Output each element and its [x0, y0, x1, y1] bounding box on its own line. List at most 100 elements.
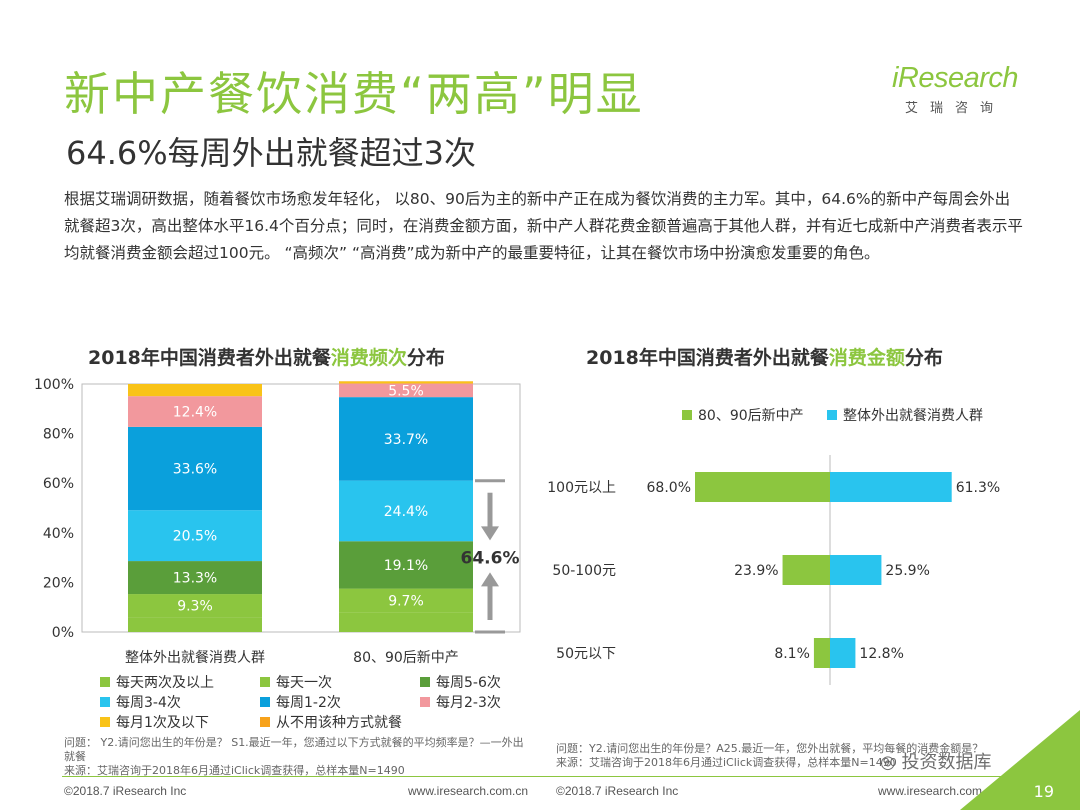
legend-label: 80、90后新中产	[698, 408, 804, 424]
legend-swatch	[100, 717, 110, 727]
frequency-stacked-bar-chart: 0% 20% 40% 60% 80% 100% 9.3% 13.3% 20.5% 33.6% 12.…	[34, 377, 521, 666]
bar-segment	[339, 397, 473, 481]
bar-value-label: 33.7%	[384, 432, 428, 448]
bar-segment	[128, 617, 262, 632]
legend-label: 整体外出就餐消费人群	[843, 408, 983, 424]
bar-value-label: 12.8%	[859, 646, 903, 662]
legend-item: 每月1次及以下	[100, 712, 209, 732]
bar-value-label: 33.6%	[173, 462, 217, 478]
bar-value-label: 9.7%	[388, 594, 424, 610]
left-title-prefix: 2018年中国消费者外出就餐	[88, 347, 331, 369]
legend-swatch	[260, 697, 270, 707]
legend-swatch	[100, 677, 110, 687]
bar-value-label: 23.9%	[734, 563, 778, 579]
bracket-arrow-down-head	[481, 526, 499, 541]
y-tick-label: 100%	[34, 377, 74, 393]
body-paragraph: 根据艾瑞调研数据，随着餐饮市场愈发年轻化， 以80、90后为主的新中产正在成为餐…	[64, 190, 1023, 262]
legend-item: 每天一次	[260, 672, 332, 692]
right-note-question: 问题：Y2.请问您出生的年份是？A25.最近一年，您外出就餐，平均每餐的消费金额…	[556, 742, 984, 755]
left-note-source: 来源：艾瑞咨询于2018年6月通过iClick调查获得，总样本量N=1490	[64, 764, 405, 777]
bar-segment	[339, 383, 473, 398]
page-number: 19	[1033, 782, 1054, 801]
right-title-highlight: 消费金额	[828, 347, 905, 369]
y-tick-label: 60%	[43, 476, 74, 492]
legend-item: 每周1-2次	[260, 692, 341, 712]
legend-item: 每周5-6次	[420, 672, 501, 692]
left-chart-title: 2018年中国消费者外出就餐消费频次分布	[88, 343, 445, 370]
bar-segment	[339, 381, 473, 384]
bar	[782, 555, 830, 585]
right-chart-title: 2018年中国消费者外出就餐消费金额分布	[586, 343, 943, 370]
bar-segment	[339, 480, 473, 542]
legend-item: 从不用该种方式就餐	[260, 712, 402, 732]
legend-label: 每月2-3次	[436, 695, 501, 711]
bar-value-label: 25.9%	[885, 563, 929, 579]
legend-item: 每周3-4次	[100, 692, 181, 712]
legend-label: 从不用该种方式就餐	[276, 715, 402, 731]
legend-label: 每周1-2次	[276, 695, 341, 711]
bracket-value-label: 64.6%	[461, 548, 520, 568]
y-tick-label: 20%	[43, 575, 74, 591]
bar-value-label: 9.3%	[177, 599, 213, 615]
left-note-question: 问题： Y2.请问您出生的年份是？ S1.最近一年，您通过以下方式就餐的平均频率…	[64, 736, 524, 763]
bar	[813, 638, 830, 668]
bar-value-label: 61.3%	[956, 480, 1000, 496]
bar-value-label: 19.1%	[384, 558, 428, 574]
bar-segment	[339, 612, 473, 632]
y-tick-label: 40%	[43, 526, 74, 542]
amount-diverging-bar-chart: 80、90后新中产 整体外出就餐消费人群 100元以上 68.0% 61.3% 50-10…	[547, 408, 1000, 685]
bar-segment	[128, 594, 262, 618]
logo-brand: iResearch	[891, 62, 1019, 94]
legend-item: 每月2-3次	[420, 692, 501, 712]
logo-cn: 艾瑞咨询	[904, 101, 1005, 116]
bar-segment	[128, 396, 262, 427]
bar-segment	[339, 541, 473, 589]
bar-value-label: 13.3%	[173, 571, 217, 587]
legend-swatch	[260, 677, 270, 687]
legend-label: 每月1次及以下	[116, 715, 209, 731]
x-category-label: 整体外出就餐消费人群	[125, 650, 265, 666]
frequency-legend: 每天两次及以上 每天一次 每周5-6次每周3-4次 每周1-2次 每月2-3次每月1次及…	[100, 672, 540, 734]
bar	[695, 472, 830, 502]
wechat-icon: ◎	[880, 752, 896, 773]
legend-swatch	[100, 697, 110, 707]
bar-segment	[128, 426, 262, 511]
corner-decoration	[960, 710, 1080, 810]
iresearch-logo: iResearch 艾瑞咨询	[891, 62, 1019, 116]
right-title-suffix: 分布	[904, 347, 943, 369]
left-title-suffix: 分布	[406, 347, 445, 369]
bar-value-label: 20.5%	[173, 529, 217, 545]
y-category-label: 50-100元	[552, 563, 616, 579]
footer-divider	[62, 776, 1020, 777]
legend-swatch	[420, 697, 430, 707]
bracket-arrow-up-head	[481, 572, 499, 587]
bar	[830, 472, 952, 502]
legend-swatch	[827, 410, 837, 420]
plot-frame	[81, 383, 521, 633]
legend-swatch	[260, 717, 270, 727]
x-category-label: 80、90后新中产	[353, 650, 459, 666]
legend-swatch	[420, 677, 430, 687]
y-tick-label: 80%	[43, 427, 74, 443]
y-category-label: 100元以上	[547, 480, 616, 496]
y-tick-label: 0%	[52, 625, 74, 641]
left-title-highlight: 消费频次	[330, 347, 407, 369]
bar-value-label: 8.1%	[774, 646, 810, 662]
bar-segment	[339, 588, 473, 613]
bar	[830, 638, 856, 668]
legend-swatch	[682, 410, 692, 420]
footer-right-copyright: ©2018.7 iResearch Inc	[556, 784, 679, 798]
right-note-source: 来源：艾瑞咨询于2018年6月通过iClick调查获得，总样本量N=1490	[556, 756, 897, 769]
footer-left-url: www.iresearch.com.cn	[408, 784, 529, 798]
legend-label: 每周3-4次	[116, 695, 181, 711]
page-title: 新中产餐饮消费“两高”明显	[64, 67, 644, 121]
legend-item: 每天两次及以上	[100, 672, 214, 692]
bar-segment	[128, 510, 262, 562]
y-category-label: 50元以下	[556, 646, 616, 662]
bar-segment	[128, 561, 262, 595]
legend-label: 每周5-6次	[436, 675, 501, 691]
right-title-prefix: 2018年中国消费者外出就餐	[586, 347, 829, 369]
bar-value-label: 68.0%	[647, 480, 691, 496]
legend-label: 每天两次及以上	[116, 675, 214, 691]
bar-segment	[128, 384, 262, 397]
